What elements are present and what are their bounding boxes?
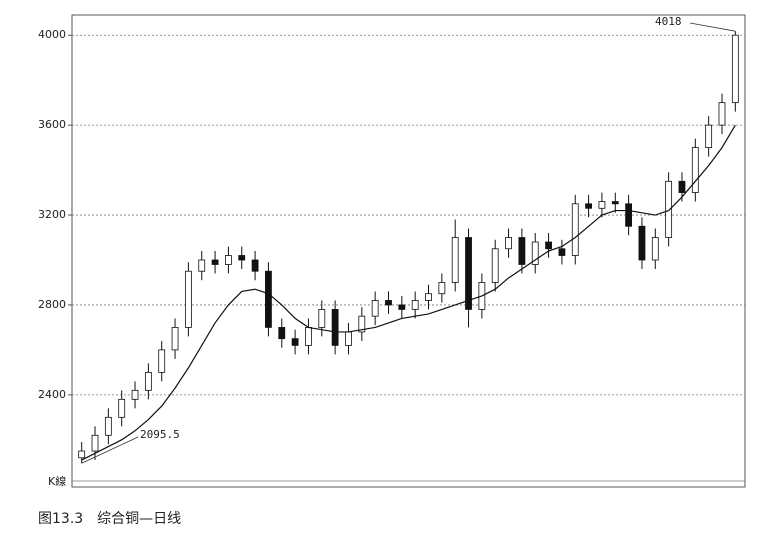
candle-body — [291, 338, 299, 346]
candle-body — [305, 327, 312, 346]
candle-body — [465, 237, 472, 310]
candle-body — [118, 398, 126, 418]
candle-body — [358, 315, 366, 333]
plot-frame — [71, 14, 746, 488]
candle-body — [278, 327, 286, 340]
annotation: 4018 — [655, 15, 682, 28]
candle-body — [558, 248, 566, 256]
candle-body — [158, 349, 166, 373]
candle-body — [198, 259, 206, 272]
candle-body — [731, 34, 739, 104]
candle-body — [531, 241, 539, 265]
candle-body — [611, 201, 619, 205]
candle-body — [491, 248, 499, 283]
candle-body — [171, 327, 179, 351]
candle-body — [345, 331, 352, 346]
annotation: 2095.5 — [140, 428, 180, 441]
candle-body — [505, 237, 512, 250]
y-tick-label: 2400 — [38, 388, 66, 401]
candle-body — [585, 203, 592, 209]
candle-body — [411, 300, 419, 310]
y-tick-label: 2800 — [38, 298, 66, 311]
candle-body — [438, 282, 446, 295]
candle-body — [718, 102, 726, 126]
candle-body — [371, 300, 379, 317]
candle-body — [518, 237, 526, 265]
candle-body — [211, 259, 219, 265]
candle-body — [678, 180, 686, 193]
candle-body — [78, 450, 86, 459]
candle-body — [385, 300, 392, 306]
candle-body — [318, 309, 326, 328]
candle-body — [545, 241, 552, 250]
candle-body — [331, 309, 339, 346]
y-tick-label: 4000 — [38, 28, 66, 41]
candle-body — [625, 203, 633, 227]
leader-line — [689, 22, 736, 32]
candle-body — [665, 180, 673, 238]
candle-body — [571, 203, 579, 256]
leader-line — [81, 436, 139, 464]
candle-body — [225, 255, 232, 265]
candle-body — [144, 371, 152, 391]
candle-body — [265, 270, 272, 328]
candle-body — [705, 124, 713, 149]
corner-label: K線 — [48, 474, 66, 488]
candle-body — [131, 389, 139, 400]
moving-average — [81, 124, 736, 461]
candle-body — [425, 293, 432, 301]
candle-body — [238, 255, 246, 261]
candle-body — [91, 434, 99, 452]
y-tick-label: 3600 — [38, 118, 66, 131]
candle-body — [651, 237, 659, 261]
candle-body — [451, 237, 459, 283]
caption: 图13.3 综合铜—日线 — [38, 511, 181, 527]
candle-body — [184, 270, 192, 328]
candle-body — [104, 416, 112, 436]
candle-body — [638, 225, 646, 261]
candle-body — [398, 304, 406, 310]
candle-body — [598, 201, 606, 209]
y-tick-label: 3200 — [38, 208, 66, 221]
candle-body — [251, 259, 259, 272]
candle-body — [691, 147, 699, 193]
